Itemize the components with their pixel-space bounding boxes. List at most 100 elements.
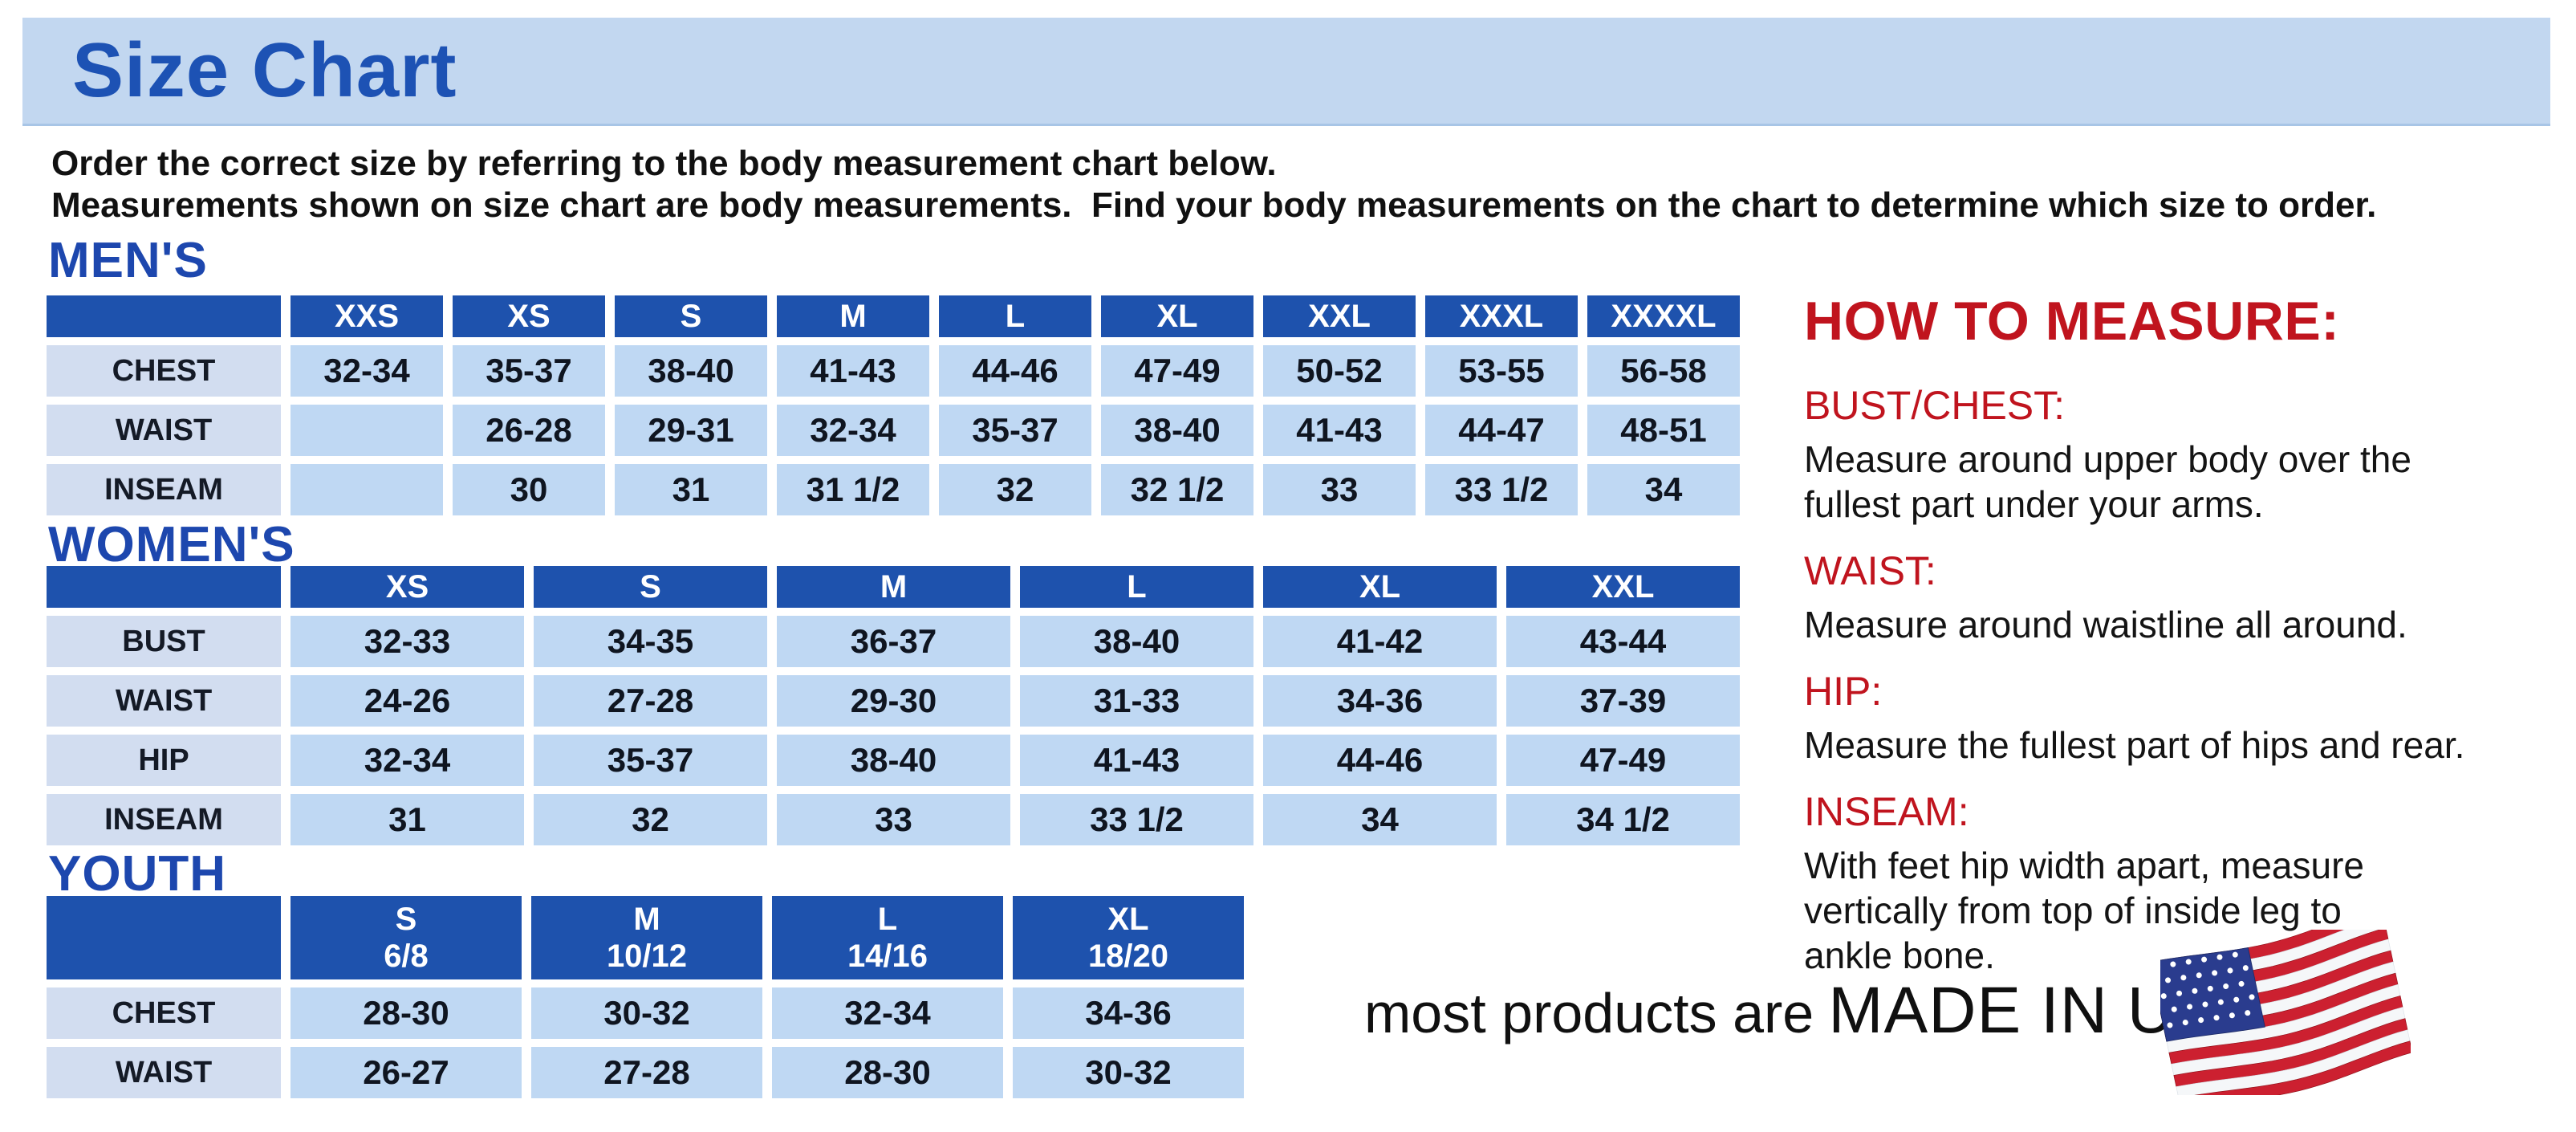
row-label: BUST — [47, 616, 281, 667]
flag-star — [2182, 1020, 2188, 1026]
size-cell: 41-43 — [1263, 405, 1416, 456]
flag-star — [2227, 967, 2233, 974]
column-header: L 14/16 — [772, 896, 1003, 979]
size-cell: 35-37 — [534, 735, 767, 786]
column-header: XXXL — [1425, 295, 1578, 337]
size-cell: 43-44 — [1506, 616, 1740, 667]
size-cell: 24-26 — [291, 675, 524, 727]
flag-star — [2170, 961, 2176, 967]
intro-line-2: Measurements shown on size chart are bod… — [51, 185, 2377, 225]
size-cell: 38-40 — [1101, 405, 1253, 456]
column-header: XS — [453, 295, 605, 337]
size-cell: 28-30 — [291, 987, 522, 1039]
size-cell: 27-28 — [534, 675, 767, 727]
flag-star — [2242, 965, 2249, 971]
flag-star — [2198, 1017, 2204, 1024]
flag-star — [2201, 956, 2208, 963]
size-cell: 47-49 — [1506, 735, 1740, 786]
size-cell: 41-42 — [1263, 616, 1497, 667]
size-cell: 31-33 — [1020, 675, 1253, 727]
size-cell: 26-27 — [291, 1047, 522, 1098]
size-cell: 38-40 — [1020, 616, 1253, 667]
row-label: WAIST — [47, 405, 281, 456]
size-cell: 31 1/2 — [777, 464, 929, 515]
size-cell: 41-43 — [777, 345, 929, 397]
size-cell: 27-28 — [531, 1047, 762, 1098]
flag-star — [2223, 983, 2229, 990]
column-header: XL 18/20 — [1013, 896, 1244, 979]
size-cell — [291, 405, 443, 456]
made-in-usa-prefix: most products are — [1364, 982, 1814, 1044]
size-cell: 28-30 — [772, 1047, 1003, 1098]
size-cell: 50-52 — [1263, 345, 1416, 397]
size-cell: 38-40 — [777, 735, 1010, 786]
size-cell: 32-34 — [772, 987, 1003, 1039]
size-cell: 36-37 — [777, 616, 1010, 667]
womens-size-table: XS S M L XL XXL BUST 32-33 34-35 36-37 38-40 41-42 4… — [47, 566, 1740, 845]
size-cell: 44-47 — [1425, 405, 1578, 456]
row-label: WAIST — [47, 675, 281, 727]
column-header: S 6/8 — [291, 896, 522, 979]
size-cell: 32-34 — [291, 345, 443, 397]
flag-star — [2207, 985, 2213, 992]
us-flag-icon — [2160, 930, 2411, 1095]
column-header: M 10/12 — [531, 896, 762, 979]
column-header: XXL — [1263, 295, 1416, 337]
measure-section-text: With feet hip width apart, measure verti… — [1804, 845, 2364, 976]
column-header: XL — [1263, 566, 1497, 608]
size-cell: 33 1/2 — [1020, 794, 1253, 845]
column-header — [47, 896, 281, 979]
flag-star — [2216, 954, 2223, 960]
row-label: CHEST — [47, 345, 281, 397]
youth-section-heading: YOUTH — [48, 846, 226, 902]
measure-section-label: WAIST: — [1804, 548, 1936, 593]
size-cell: 30-32 — [531, 987, 762, 1039]
intro-text: Order the correct size by referring to t… — [51, 143, 2376, 226]
size-cell: 34-36 — [1013, 987, 1244, 1039]
size-cell: 33 — [1263, 464, 1416, 515]
size-cell: 38-40 — [615, 345, 767, 397]
size-cell: 31 — [291, 794, 524, 845]
flag-star — [2167, 1022, 2173, 1028]
size-cell: 32-33 — [291, 616, 524, 667]
flag-star — [2212, 970, 2218, 976]
column-header — [47, 566, 281, 608]
column-header: L — [939, 295, 1091, 337]
measure-section-label: BUST/CHEST: — [1804, 383, 2066, 428]
size-cell: 53-55 — [1425, 345, 1578, 397]
size-cell: 41-43 — [1020, 735, 1253, 786]
size-cell: 56-58 — [1587, 345, 1740, 397]
flag-star — [2229, 1012, 2235, 1019]
flag-star — [2232, 951, 2238, 958]
mens-section-heading: MEN'S — [48, 233, 208, 288]
column-header: XL — [1101, 295, 1253, 337]
size-cell: 37-39 — [1506, 675, 1740, 727]
measure-section-label: INSEAM: — [1804, 789, 1969, 834]
footer-text: most products are MADE IN USA — [1364, 973, 2265, 1049]
row-label: CHEST — [47, 987, 281, 1039]
size-cell: 33 — [777, 794, 1010, 845]
column-header: XS — [291, 566, 524, 608]
flag-star — [2171, 1006, 2177, 1012]
how-to-measure-heading: HOW TO MEASURE: — [1804, 291, 2340, 352]
how-to-measure-column: HOW TO MEASURE: BUST/CHEST: Measure aroun… — [1804, 294, 2562, 978]
title-banner: Size Chart — [22, 18, 2550, 126]
size-cell: 34 — [1263, 794, 1497, 845]
flag-star — [2192, 987, 2198, 994]
flag-star — [2187, 1004, 2193, 1010]
flag-star — [2180, 975, 2187, 981]
size-cell: 31 — [615, 464, 767, 515]
size-cell: 44-46 — [1263, 735, 1497, 786]
size-cell: 35-37 — [939, 405, 1091, 456]
size-cell: 47-49 — [1101, 345, 1253, 397]
size-cell: 32-34 — [777, 405, 929, 456]
measure-sections: BUST/CHEST: Measure around upper body ove… — [1804, 385, 2562, 978]
intro-line-1: Order the correct size by referring to t… — [51, 144, 1277, 183]
row-label: INSEAM — [47, 794, 281, 845]
flag-star — [2233, 996, 2240, 1003]
size-cell: 32 — [534, 794, 767, 845]
size-cell: 35-37 — [453, 345, 605, 397]
flag-star — [2176, 990, 2183, 996]
measure-section-label: HIP: — [1804, 669, 1883, 714]
